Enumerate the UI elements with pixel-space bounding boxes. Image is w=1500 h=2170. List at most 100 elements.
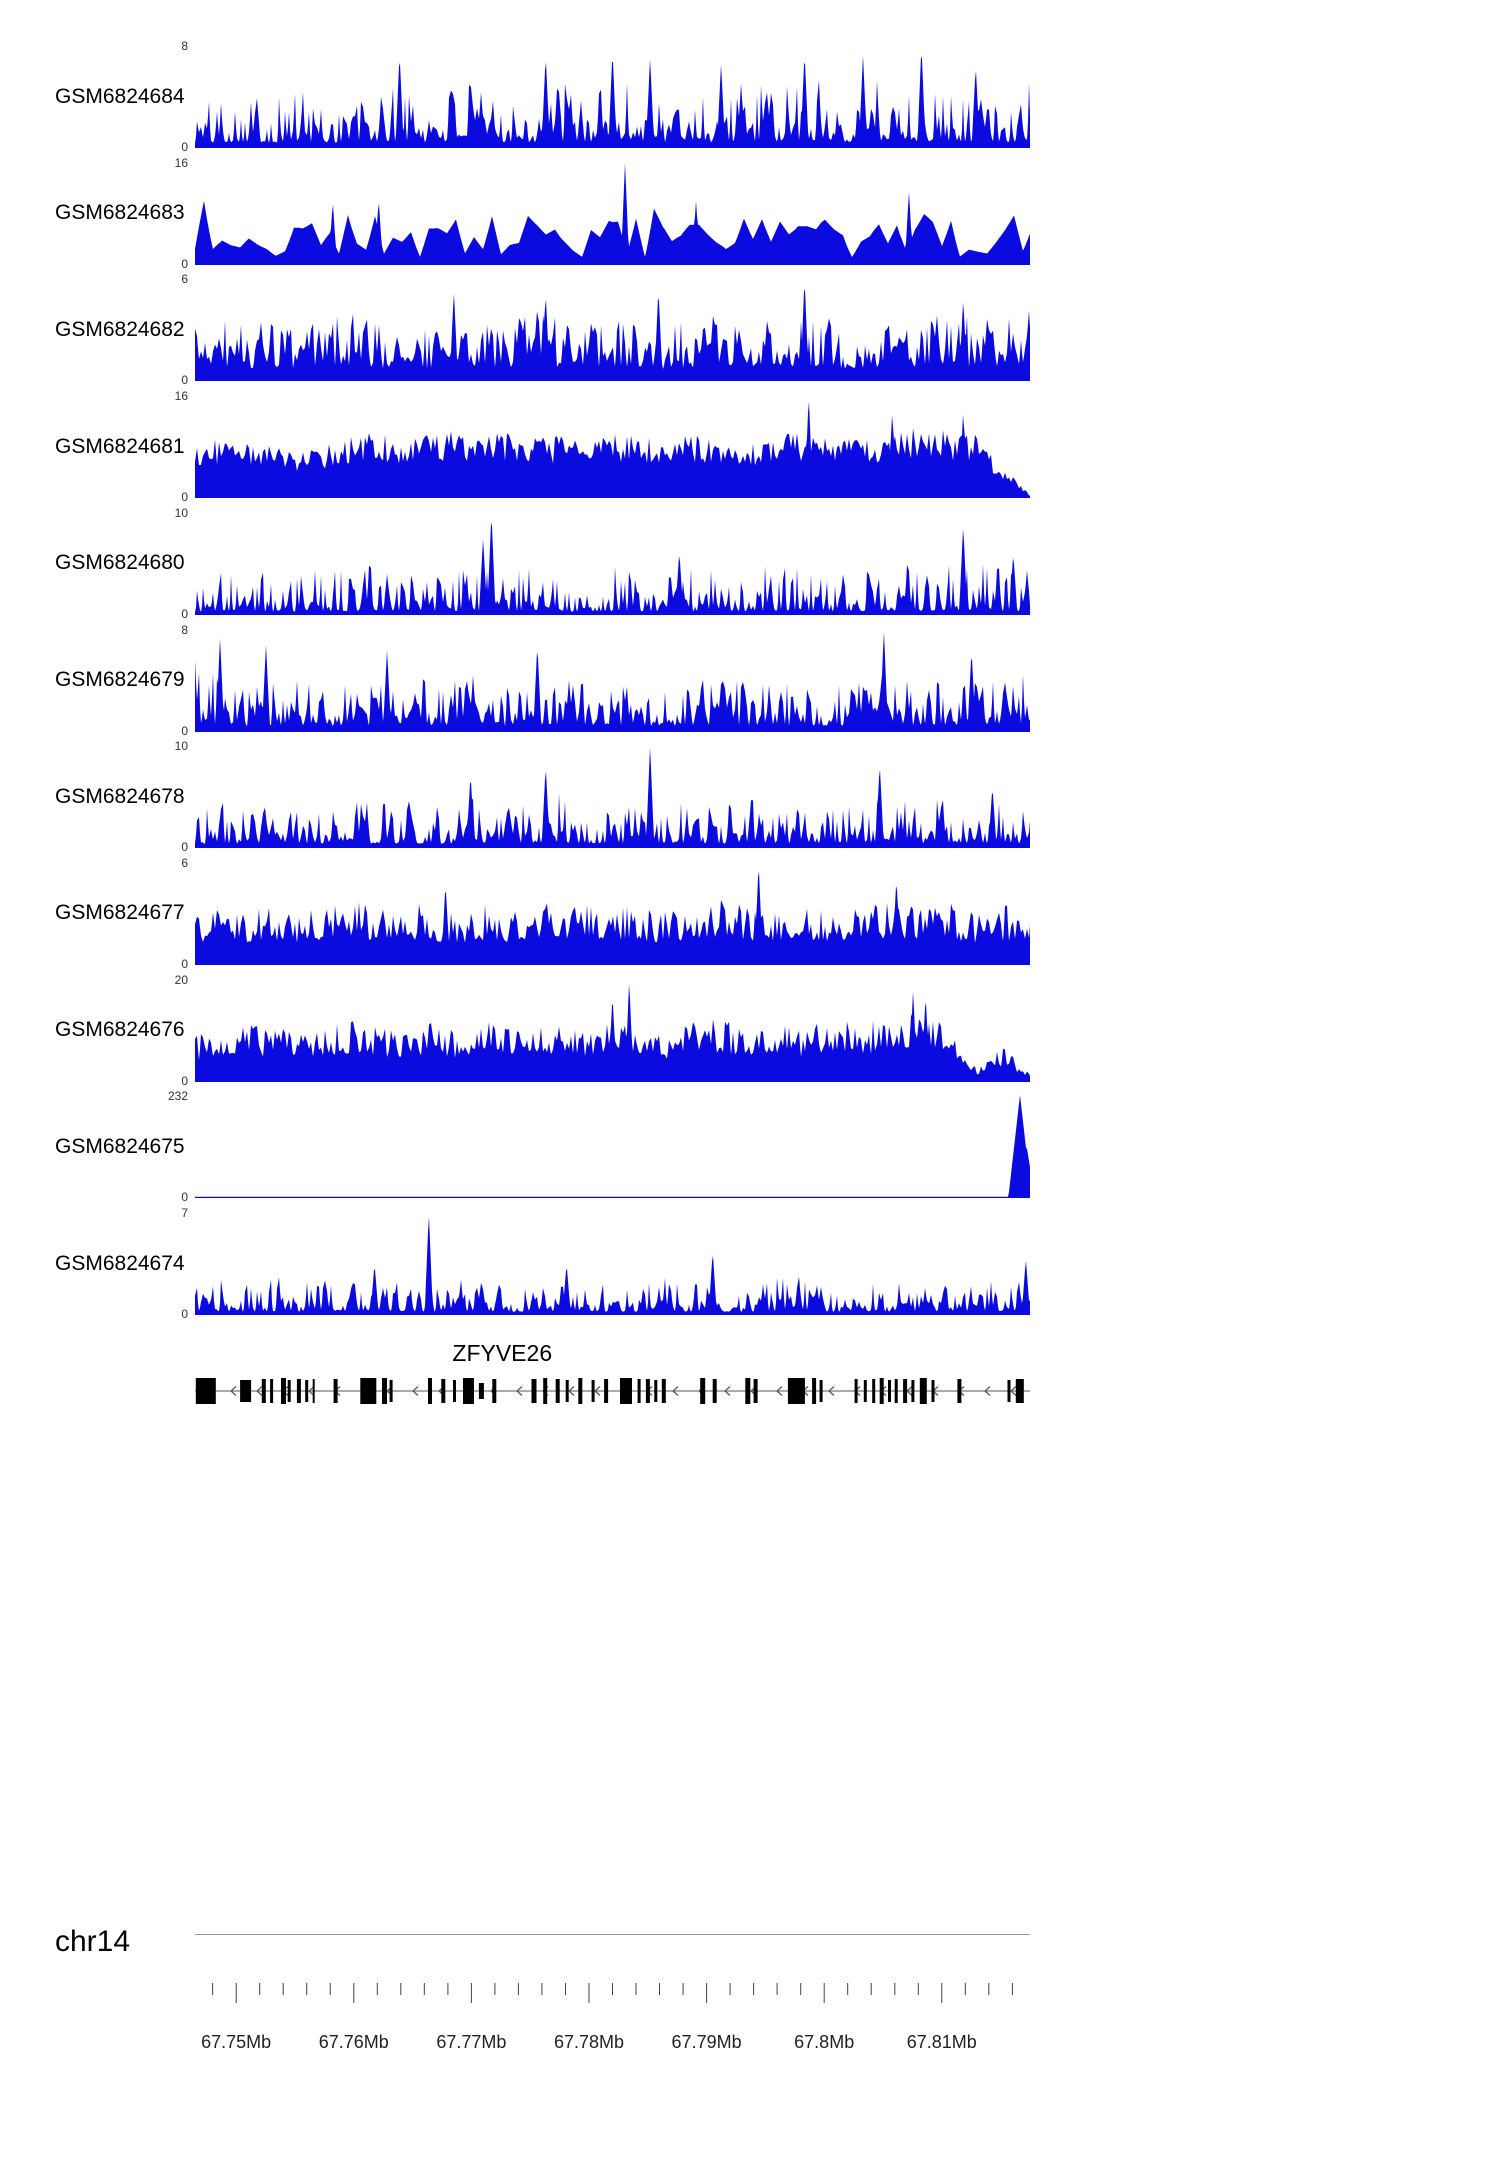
strand-arrow-left-icon (776, 1386, 783, 1396)
gene-model-track (195, 1378, 1030, 1404)
coverage-signal-path (195, 747, 1030, 849)
axis-tick-label: 67.8Mb (794, 2032, 855, 2052)
gene-exon (578, 1378, 583, 1404)
track-ymax-label: 7 (181, 1206, 188, 1220)
coverage-signal-path (195, 162, 1030, 265)
coverage-signal-path (195, 631, 1030, 732)
strand-arrow-left-icon (1010, 1386, 1017, 1396)
coverage-signal-path (195, 289, 1030, 382)
track-sample-label: GSM6824681 (55, 434, 185, 458)
coverage-signal-path (195, 1216, 1030, 1315)
track-ymax-label: 6 (181, 855, 188, 870)
gene-exon (894, 1379, 898, 1403)
track-ymax-label: 8 (181, 39, 188, 53)
gene-exon (919, 1378, 927, 1404)
strand-arrow-left-icon (984, 1386, 991, 1396)
gene-exon (700, 1378, 706, 1404)
gene-exon (428, 1378, 432, 1404)
gene-exon (819, 1380, 823, 1402)
track-ymax-label: 20 (174, 972, 188, 987)
coverage-signal-path (195, 401, 1030, 499)
track-row: GSM6824683 16 0 (0, 157, 1030, 270)
axis-tick-label: 67.81Mb (906, 2032, 977, 2052)
chromosome-label: chr14 (55, 1925, 131, 1958)
track-ymin-label: 0 (181, 490, 188, 505)
gene-exon (281, 1378, 286, 1404)
track-row: GSM6824675 232 0 (0, 1090, 1030, 1203)
track-row: GSM6824674 7 0 (0, 1207, 1030, 1320)
track-ymin-label: 0 (181, 606, 188, 621)
track-sample-label: GSM6824676 (55, 1018, 185, 1042)
gene-exon (903, 1379, 908, 1403)
gene-exon (604, 1379, 609, 1403)
gene-exon (888, 1380, 891, 1402)
gene-exon (492, 1379, 497, 1403)
coverage-signal-area (195, 983, 1030, 1082)
strand-arrow-left-icon (256, 1386, 263, 1396)
gene-exon (931, 1380, 935, 1402)
track-ymax-label: 10 (174, 739, 188, 754)
gene-exon (565, 1380, 569, 1402)
gene-exon (531, 1379, 537, 1403)
track-row: GSM6824681 16 0 (0, 390, 1030, 503)
coverage-signal-area (195, 522, 1030, 615)
gene-exon (957, 1379, 962, 1403)
genome-axis-ticks (212, 1983, 1013, 2003)
track-row: GSM6824677 6 0 (0, 857, 1030, 970)
gene-exon (389, 1380, 393, 1402)
gene-exon (879, 1378, 884, 1404)
axis-top-line (195, 1934, 1030, 1935)
gene-exon (296, 1379, 301, 1403)
coverage-signal-path (195, 522, 1030, 615)
track-row: GSM6824684 8 0 (0, 40, 1030, 153)
track-row: GSM6824678 10 0 (0, 740, 1030, 853)
gene-exon (787, 1378, 805, 1404)
track-sample-label: GSM6824679 (55, 668, 185, 691)
coverage-signal-area (195, 401, 1030, 499)
coverage-signal-area (195, 747, 1030, 849)
track-ymax-label: 232 (167, 1089, 188, 1104)
gene-exon (333, 1379, 338, 1403)
track-ymin-label: 0 (181, 723, 188, 738)
track-sample-label: GSM6824680 (55, 551, 185, 575)
strand-arrow-left-icon (594, 1386, 601, 1396)
axis-tick-label: 67.79Mb (671, 2032, 742, 2052)
gene-name-label: ZFYVE26 (452, 1340, 553, 1366)
coverage-signal-area (195, 1216, 1030, 1315)
strand-arrow-left-icon (230, 1386, 237, 1396)
coverage-signal-area (195, 162, 1030, 265)
track-sample-label: GSM6824674 (55, 1251, 185, 1275)
coverage-signal-path (195, 871, 1030, 965)
coverage-signal-area (195, 871, 1030, 965)
gene-exon (441, 1379, 446, 1403)
axis-tick-label: 67.78Mb (553, 2032, 624, 2052)
gene-exon (305, 1380, 309, 1402)
gene-exon (620, 1378, 632, 1404)
strand-arrow-left-icon (568, 1386, 575, 1396)
coverage-signal-area (195, 55, 1030, 148)
gene-exon (1015, 1379, 1024, 1403)
gene-exon (872, 1379, 876, 1403)
coverage-signal-path (195, 55, 1030, 148)
strand-arrow-left-icon (724, 1386, 731, 1396)
track-ymin-label: 0 (181, 840, 188, 855)
gene-exon (463, 1378, 474, 1404)
track-ymax-label: 16 (174, 155, 188, 170)
track-row: GSM6824679 8 0 (0, 624, 1030, 737)
track-row: GSM6824682 6 0 (0, 273, 1030, 386)
coverage-signal-area (195, 631, 1030, 732)
gene-exon (240, 1380, 252, 1402)
gene-exon (287, 1380, 291, 1402)
gene-exon (637, 1379, 641, 1403)
gene-exon (261, 1379, 266, 1403)
track-row: GSM6824676 20 0 (0, 974, 1030, 1087)
track-ymax-label: 8 (181, 622, 188, 637)
gene-exon (1007, 1380, 1011, 1402)
gene-exon (555, 1379, 560, 1403)
track-ymin-label: 0 (181, 956, 188, 971)
gene-exon (661, 1379, 666, 1403)
track-sample-label: GSM6824683 (55, 201, 185, 225)
gene-exon (712, 1379, 717, 1403)
gene-exon (382, 1378, 387, 1404)
